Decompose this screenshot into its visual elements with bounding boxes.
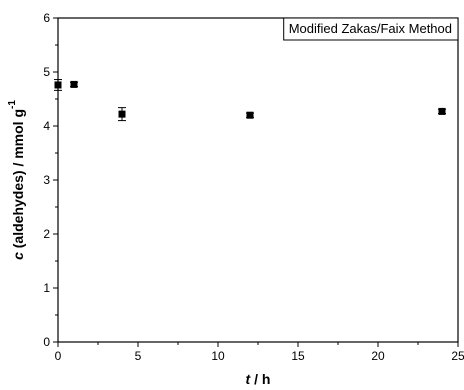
x-axis: 0 5 10 15 20 25 — [55, 342, 464, 363]
plot-border — [57, 17, 459, 343]
x-tick-label: 20 — [371, 349, 385, 363]
y-tick-label: 1 — [43, 281, 50, 295]
y-axis-title: c (aldehydes) / mmol g-1 — [7, 100, 26, 260]
data-point — [118, 110, 126, 118]
y-tick-label: 4 — [43, 119, 50, 133]
data-point — [70, 80, 78, 88]
y-tick-label: 3 — [43, 173, 50, 187]
y-axis-variable: c — [10, 252, 26, 260]
legend: Modified Zakas/Faix Method — [283, 17, 459, 41]
x-tick-label: 0 — [55, 349, 62, 363]
legend-label: Modified Zakas/Faix Method — [289, 21, 452, 36]
y-tick-label: 2 — [43, 227, 50, 241]
x-axis-unit: / h — [250, 371, 270, 387]
data-point — [54, 81, 62, 89]
data-point — [246, 111, 254, 119]
x-axis-title: t / h — [246, 371, 271, 387]
y-axis-unit: (aldehydes) / mmol g — [10, 109, 26, 252]
x-axis-variable: t — [246, 371, 252, 387]
plot-frame — [57, 17, 459, 343]
legend-frame — [283, 17, 459, 41]
data-point — [438, 107, 446, 115]
y-tick-label: 5 — [43, 65, 50, 79]
y-tick-label: 6 — [43, 11, 50, 25]
y-tick-label: 0 — [43, 335, 50, 349]
x-tick-label: 10 — [211, 349, 225, 363]
data-series — [54, 79, 446, 122]
y-axis-unit-exponent: -1 — [7, 100, 18, 109]
y-axis: 0 1 2 3 4 5 6 — [43, 11, 58, 349]
x-tick-label: 25 — [451, 349, 464, 363]
x-tick-label: 15 — [291, 349, 305, 363]
x-tick-label: 5 — [135, 349, 142, 363]
